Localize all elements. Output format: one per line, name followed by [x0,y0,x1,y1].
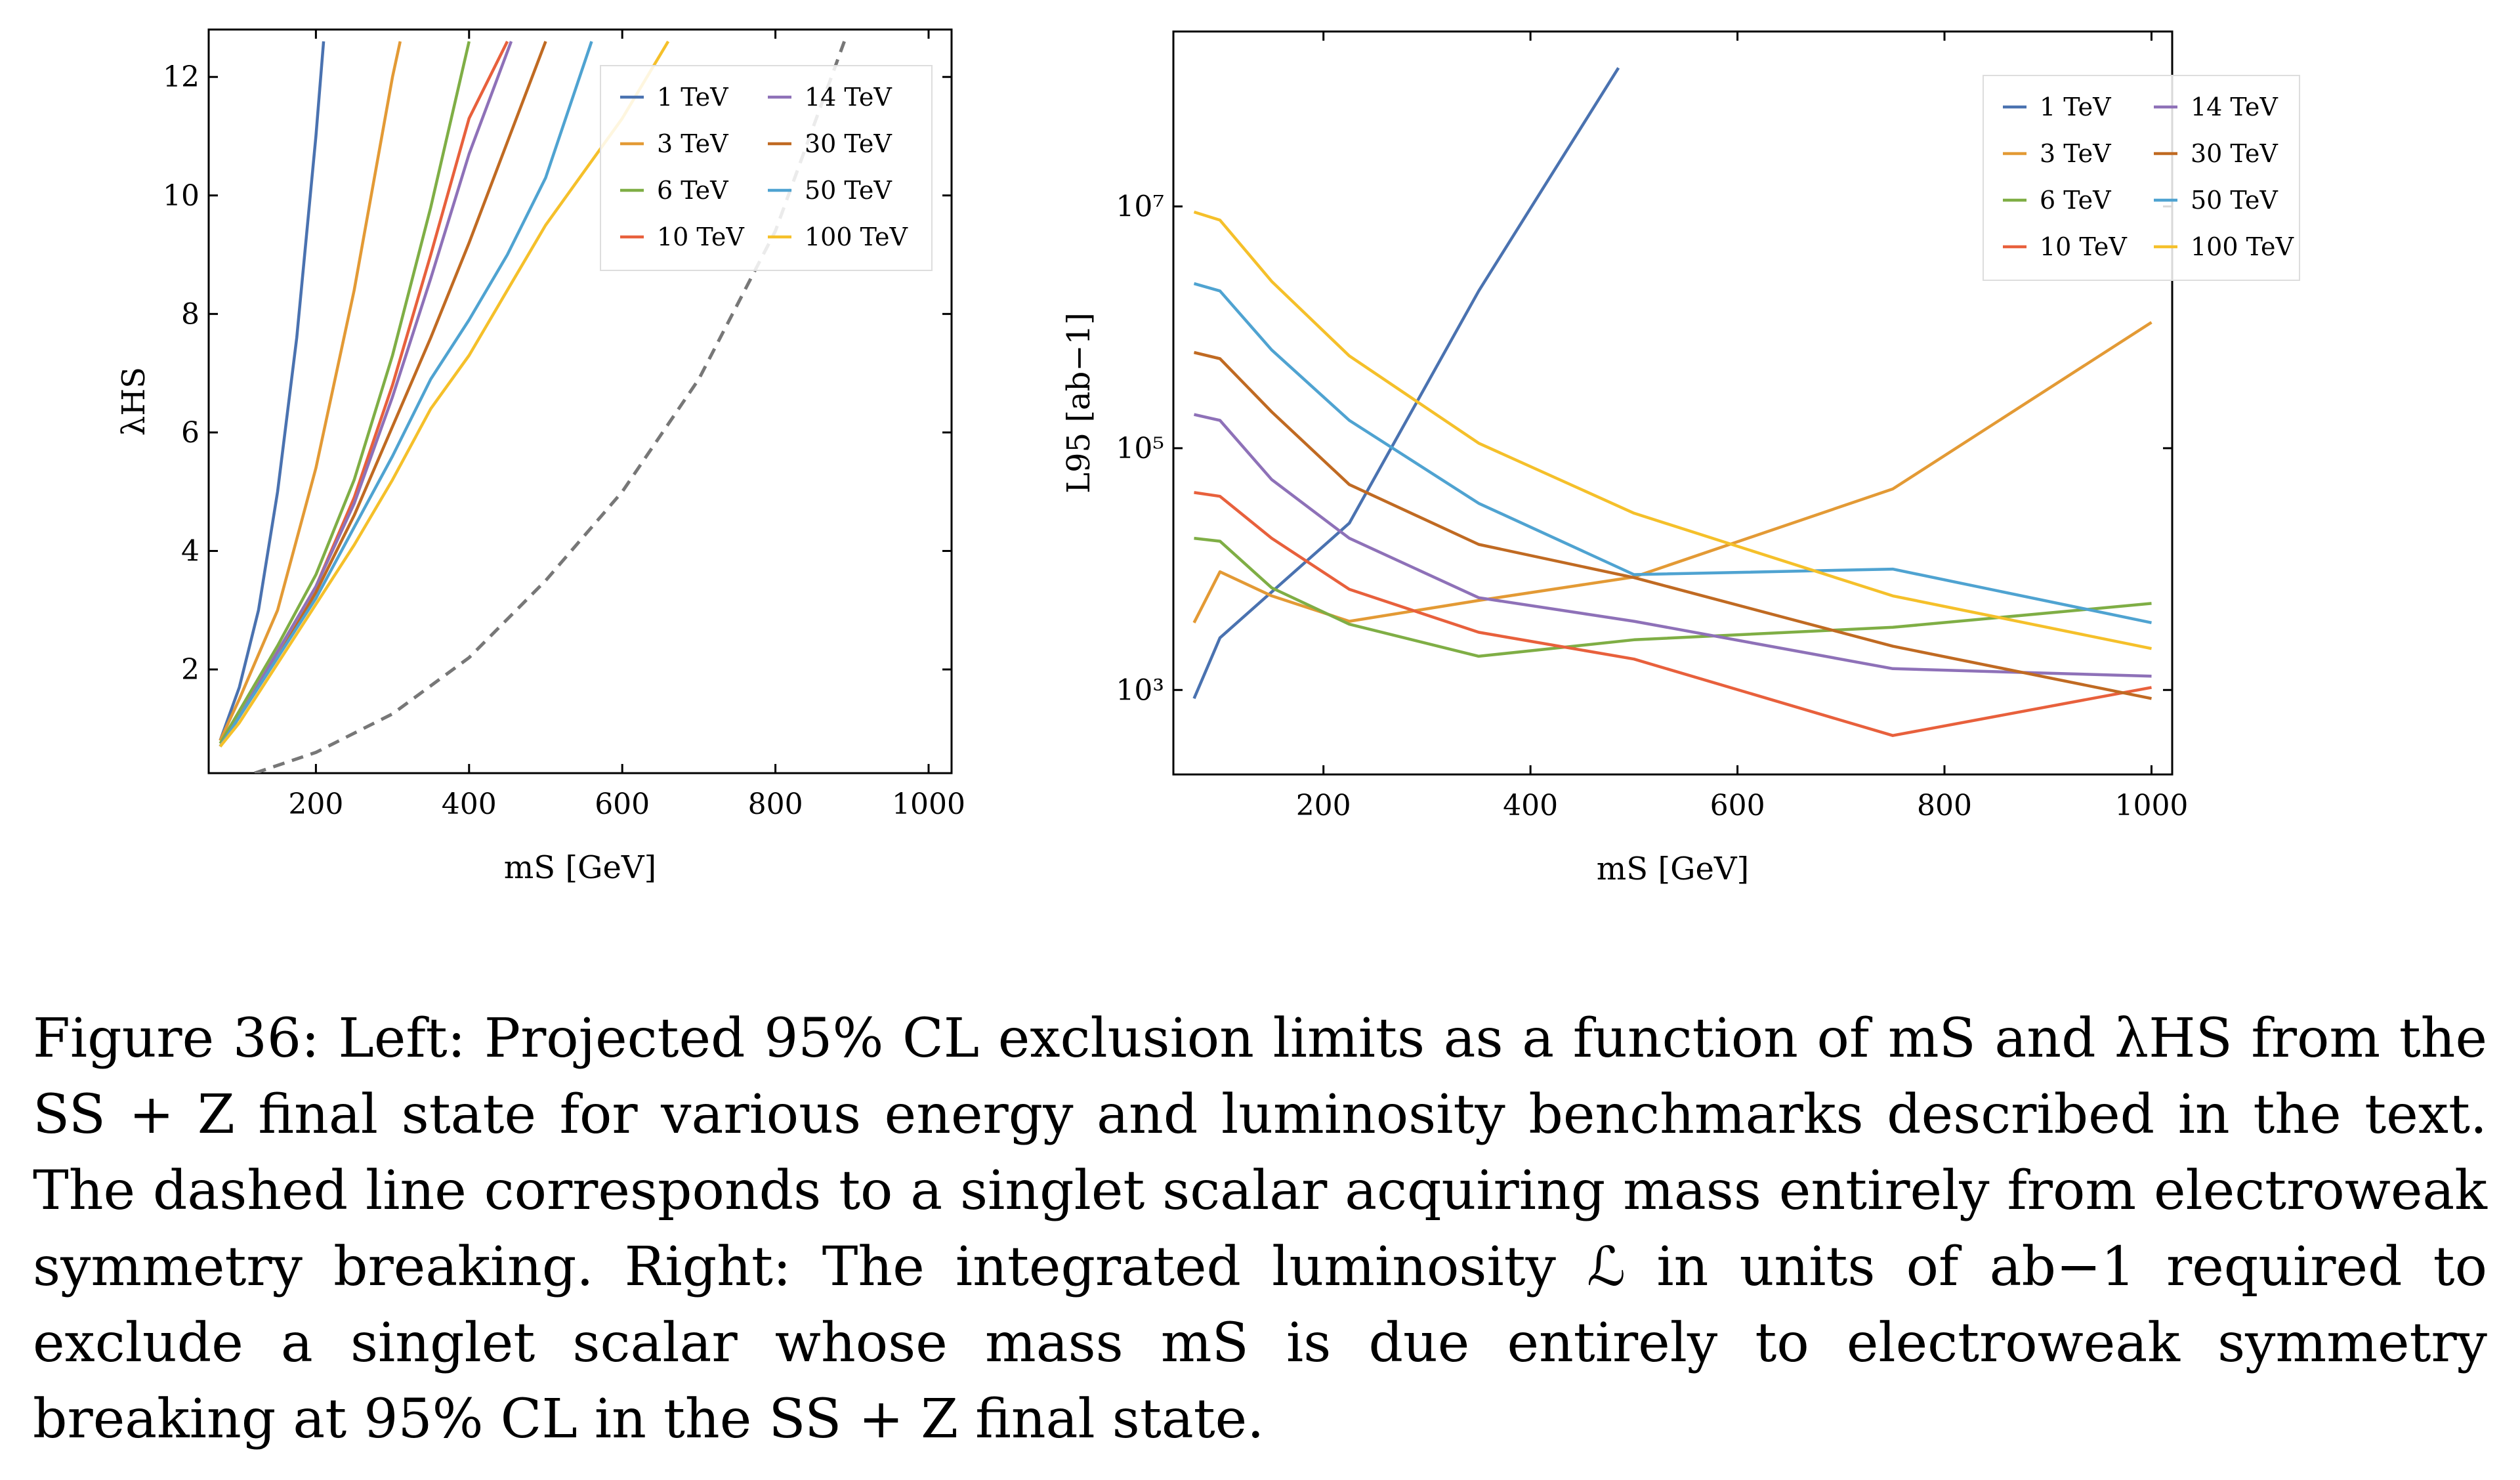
y-tick-label: 6 [181,416,200,450]
legend-label-6-tev: 6 TeV [657,176,728,205]
series-line-30-tev [219,41,547,748]
legend-label-14-tev: 14 TeV [805,83,892,112]
legend-label-50-tev: 50 TeV [2191,186,2278,215]
y-tick-label: 10⁵ [1116,432,1164,465]
x-tick-label: 800 [748,788,803,821]
y-tick-label: 12 [163,60,200,94]
series-line-1-tev [219,41,326,742]
y-axis-label: L95 [ab−1] [1060,312,1097,494]
x-tick-label: 200 [1296,789,1351,822]
legend-label-14-tev: 14 TeV [2191,93,2278,121]
x-axis-label: mS [GeV] [1597,851,1750,887]
legend-label-3-tev: 3 TeV [2040,139,2111,168]
plot-frame [207,28,953,774]
series-line-6-tev [219,41,471,745]
legend-label-30-tev: 30 TeV [2191,139,2278,168]
y-tick-label: 10 [163,179,200,213]
chart-left-lambda-vs-ms: 200 400 600 800 1000 2 4 6 8 10 12 mS [GeV] λHS 1 TeV… [116,28,965,886]
series-line-50-tev [1193,282,2152,625]
series-line-14-tev [1194,413,2152,678]
legend-label-100-tev: 100 TeV [2191,232,2294,261]
y-tick-label: 2 [181,653,200,687]
x-axis-label: mS [GeV] [504,849,657,886]
legend-label-100-tev: 100 TeV [805,222,908,251]
x-tick-label: 1000 [892,788,965,821]
series-group [1192,67,2152,737]
series-group [219,40,846,773]
x-tick-label: 600 [1710,789,1765,822]
dashed-ew-line [254,41,846,773]
series-line-6-tev [1194,536,2152,658]
x-tick-label: 600 [595,788,650,821]
series-line-3-tev [219,41,402,742]
series-line-100-tev [219,40,670,748]
figure-caption-text: Left: Projected 95% CL exclusion limits … [33,1007,2487,1450]
legend-label-10-tev: 10 TeV [657,222,744,251]
y-axis-label: λHS [116,367,152,436]
x-tick-label: 1000 [2114,789,2188,822]
y-tick-label: 4 [181,534,200,568]
legend-box [1983,75,2300,281]
y-tick-label: 10³ [1116,673,1164,707]
series-line-10-tev [1194,491,2152,737]
series-line-50-tev [219,41,593,748]
x-tick-label: 200 [288,788,343,821]
y-tick-label: 8 [181,297,200,331]
legend-label-1-tev: 1 TeV [2040,93,2111,121]
legend-label-1-tev: 1 TeV [657,83,728,112]
legend-box [600,65,933,271]
series-line-1-tev [1192,67,1620,700]
legend-label-10-tev: 10 TeV [2040,232,2127,261]
legend-label-3-tev: 3 TeV [657,129,728,158]
chart-right-luminosity-vs-ms: 200 400 600 800 1000 10³ 10⁵ 10⁷ mS [GeV] L95 [ab… [1060,30,2300,887]
y-tick-label: 10⁷ [1116,190,1164,224]
plot-frame [1172,30,2174,776]
x-tick-label: 400 [442,788,497,821]
x-tick-label: 400 [1503,789,1558,822]
x-tick-label: 800 [1917,789,1972,822]
legend-label-30-tev: 30 TeV [805,129,892,158]
figure-caption: Figure 36: Left: Projected 95% CL exclusi… [33,1001,2487,1458]
legend-label-6-tev: 6 TeV [2040,186,2111,215]
series-line-30-tev [1193,350,2152,700]
figure-caption-label: Figure 36: [33,1007,320,1070]
series-line-100-tev [1193,210,2152,650]
legend-label-50-tev: 50 TeV [805,176,892,205]
figure: 200 400 600 800 1000 2 4 6 8 10 12 mS [GeV] λHS 1 TeV… [116,28,2300,887]
